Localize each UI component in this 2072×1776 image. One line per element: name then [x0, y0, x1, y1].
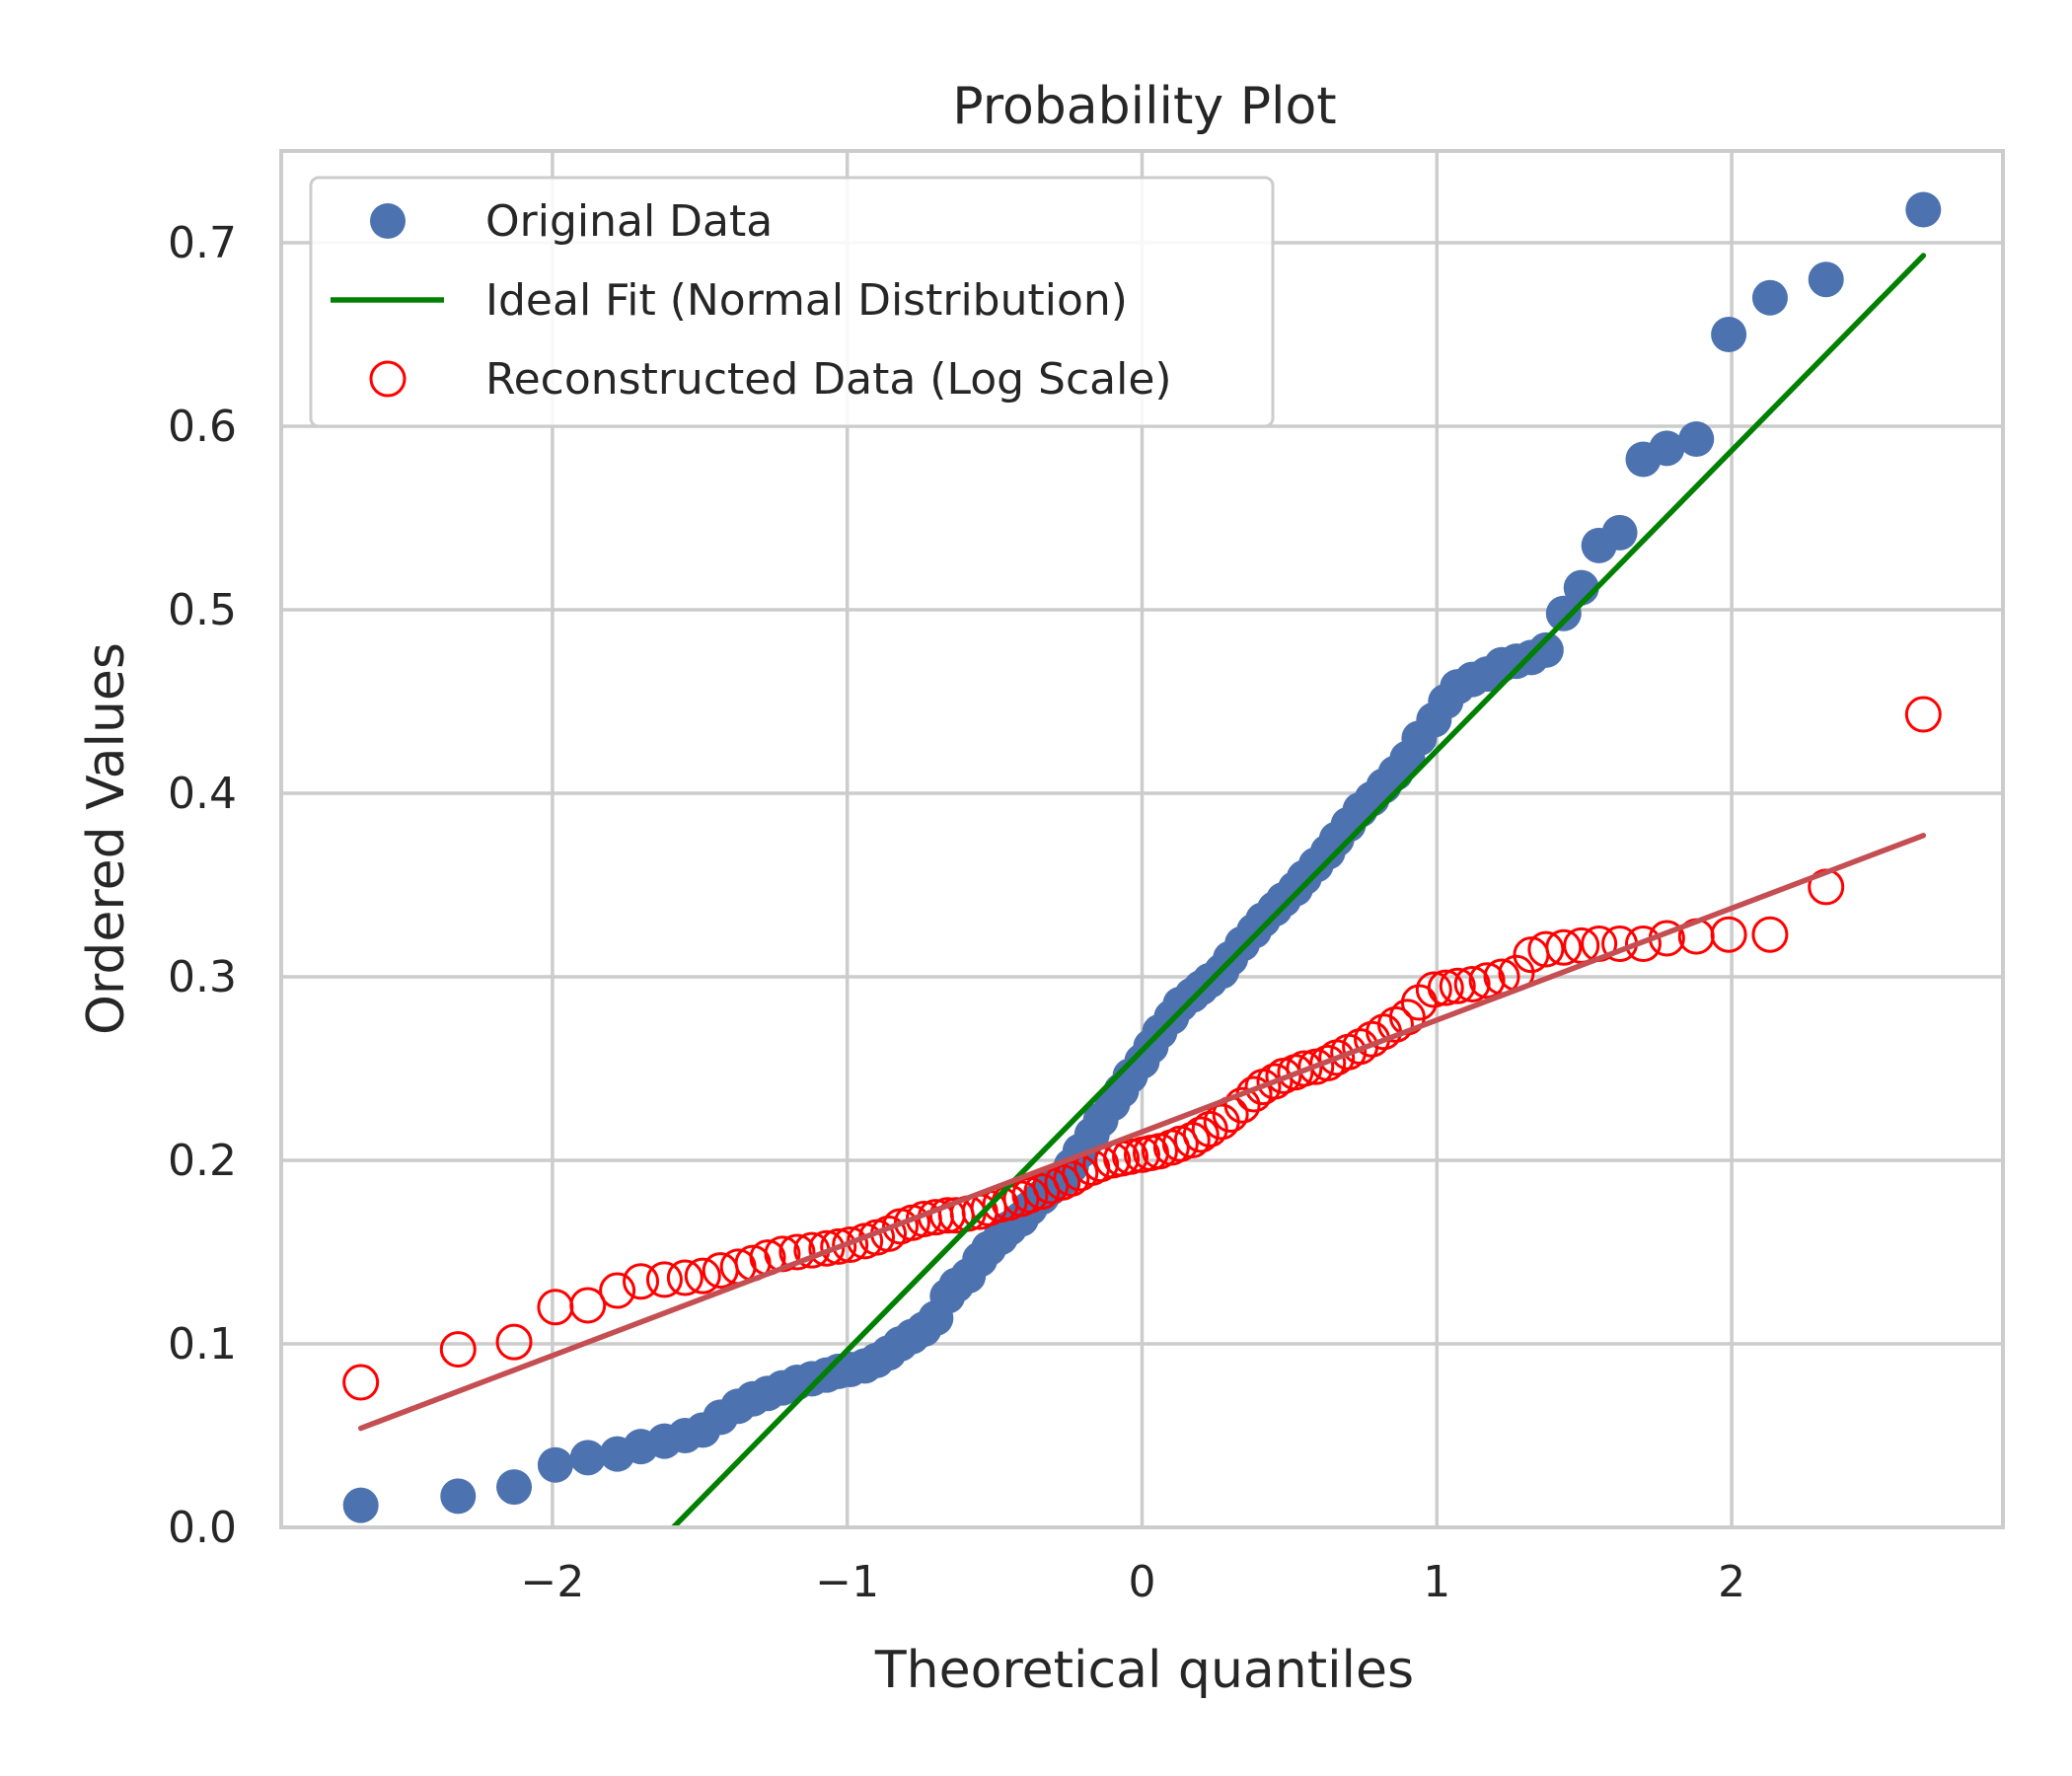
- reconstructed-data-point: [1223, 1086, 1261, 1124]
- reconstructed-data-point: [599, 1272, 636, 1309]
- original-data-point: [1751, 279, 1788, 316]
- tick-labels: −2 −1 0 1 2 0.0 0.1 0.2 0.3 0.4 0.5 0.6 0.7: [168, 218, 1745, 1607]
- plot-series: [342, 191, 1942, 1527]
- reconstructed-data-point: [439, 1331, 477, 1369]
- reconstructed-data-point: [1710, 916, 1747, 953]
- original-data-point: [1649, 430, 1685, 467]
- x-axis-label: Theoretical quantiles: [874, 1641, 1414, 1700]
- reconstructed-data-point: [1427, 969, 1464, 1006]
- legend-box: [309, 176, 1275, 428]
- reconstructed-data-point: [1309, 1044, 1347, 1081]
- reconstructed-data-point: [1182, 1116, 1220, 1153]
- legend-label: Original Data: [485, 196, 773, 247]
- legend-marker-reconstructed: [369, 360, 407, 398]
- legend-marker-original: [370, 203, 406, 239]
- plot-frame: [279, 149, 2005, 1529]
- reconstructed-data-point: [1053, 1160, 1090, 1198]
- reconstructed-data-point: [1527, 930, 1565, 968]
- original-data-point: [496, 1469, 533, 1506]
- series-2: [342, 696, 1942, 1401]
- reconstructed-data-point: [495, 1323, 533, 1361]
- y-tick-label: 0.0: [168, 1503, 237, 1553]
- original-data-point: [1678, 421, 1715, 458]
- reconstructed-data-point: [820, 1227, 857, 1265]
- legend: Original Data Ideal Fit (Normal Distribut…: [309, 176, 1275, 428]
- y-tick-label: 0.6: [168, 402, 237, 452]
- y-tick-label: 0.1: [168, 1319, 237, 1369]
- reconstructed-data-point: [1173, 1122, 1211, 1159]
- y-tick-label: 0.4: [168, 769, 237, 819]
- reconstructed-data-point: [1453, 965, 1491, 1002]
- x-tick-label: 1: [1423, 1557, 1450, 1607]
- original-data-point: [569, 1440, 606, 1476]
- series-0: [342, 191, 1942, 1523]
- reconstructed-data-point: [1904, 696, 1942, 733]
- reconstructed-data-point: [778, 1233, 816, 1271]
- reconstructed-data-point: [684, 1257, 721, 1295]
- y-tick-label: 0.5: [168, 585, 237, 635]
- reconstructed-data-point: [666, 1259, 703, 1296]
- chart-title: Probability Plot: [952, 77, 1336, 136]
- y-tick-label: 0.3: [168, 952, 237, 1002]
- reconstructed-data-point: [832, 1226, 869, 1264]
- reconstructed-data-point: [569, 1287, 607, 1324]
- original-data-point: [1808, 261, 1844, 298]
- reconstructed-data-point: [645, 1261, 683, 1298]
- reconstructed-data-point: [1112, 1138, 1149, 1175]
- x-tick-label: 0: [1129, 1557, 1156, 1607]
- ideal-fit-line: [670, 253, 1927, 1527]
- legend-label: Reconstructed Data (Log Scale): [485, 354, 1172, 405]
- reconstructed-data-point: [808, 1229, 846, 1267]
- original-data-point: [342, 1487, 379, 1523]
- original-data-point: [1711, 317, 1747, 352]
- series-3: [357, 833, 1927, 1432]
- reconstructed-data-point: [1286, 1050, 1323, 1087]
- original-data-point: [537, 1446, 573, 1483]
- reconstructed-data-point: [1751, 916, 1789, 953]
- reconstructed-data-point: [1439, 967, 1476, 1004]
- y-tick-label: 0.2: [168, 1136, 237, 1186]
- reconstructed-fit-line: [357, 833, 1927, 1432]
- original-data-point: [1601, 514, 1638, 551]
- x-tick-label: −1: [815, 1557, 879, 1607]
- y-tick-label: 0.7: [168, 218, 237, 268]
- reconstructed-data-point: [342, 1364, 380, 1401]
- reconstructed-data-point: [623, 1263, 660, 1300]
- reconstructed-data-point: [1624, 925, 1662, 963]
- y-axis-label: Ordered Values: [77, 642, 136, 1035]
- x-tick-label: −2: [520, 1557, 584, 1607]
- original-data-point: [1905, 191, 1942, 228]
- reconstructed-data-point: [1415, 971, 1452, 1008]
- series-1: [670, 253, 1927, 1527]
- original-data-point: [1527, 631, 1564, 668]
- legend-label: Ideal Fit (Normal Distribution): [485, 275, 1128, 326]
- x-tick-label: 2: [1718, 1557, 1745, 1607]
- reconstructed-data-point: [1468, 962, 1506, 999]
- reconstructed-data-point: [1376, 1005, 1414, 1043]
- original-data-point: [1545, 595, 1582, 631]
- reconstructed-data-point: [1191, 1110, 1228, 1147]
- reconstructed-data-point: [1545, 928, 1583, 966]
- original-data-point: [440, 1478, 477, 1515]
